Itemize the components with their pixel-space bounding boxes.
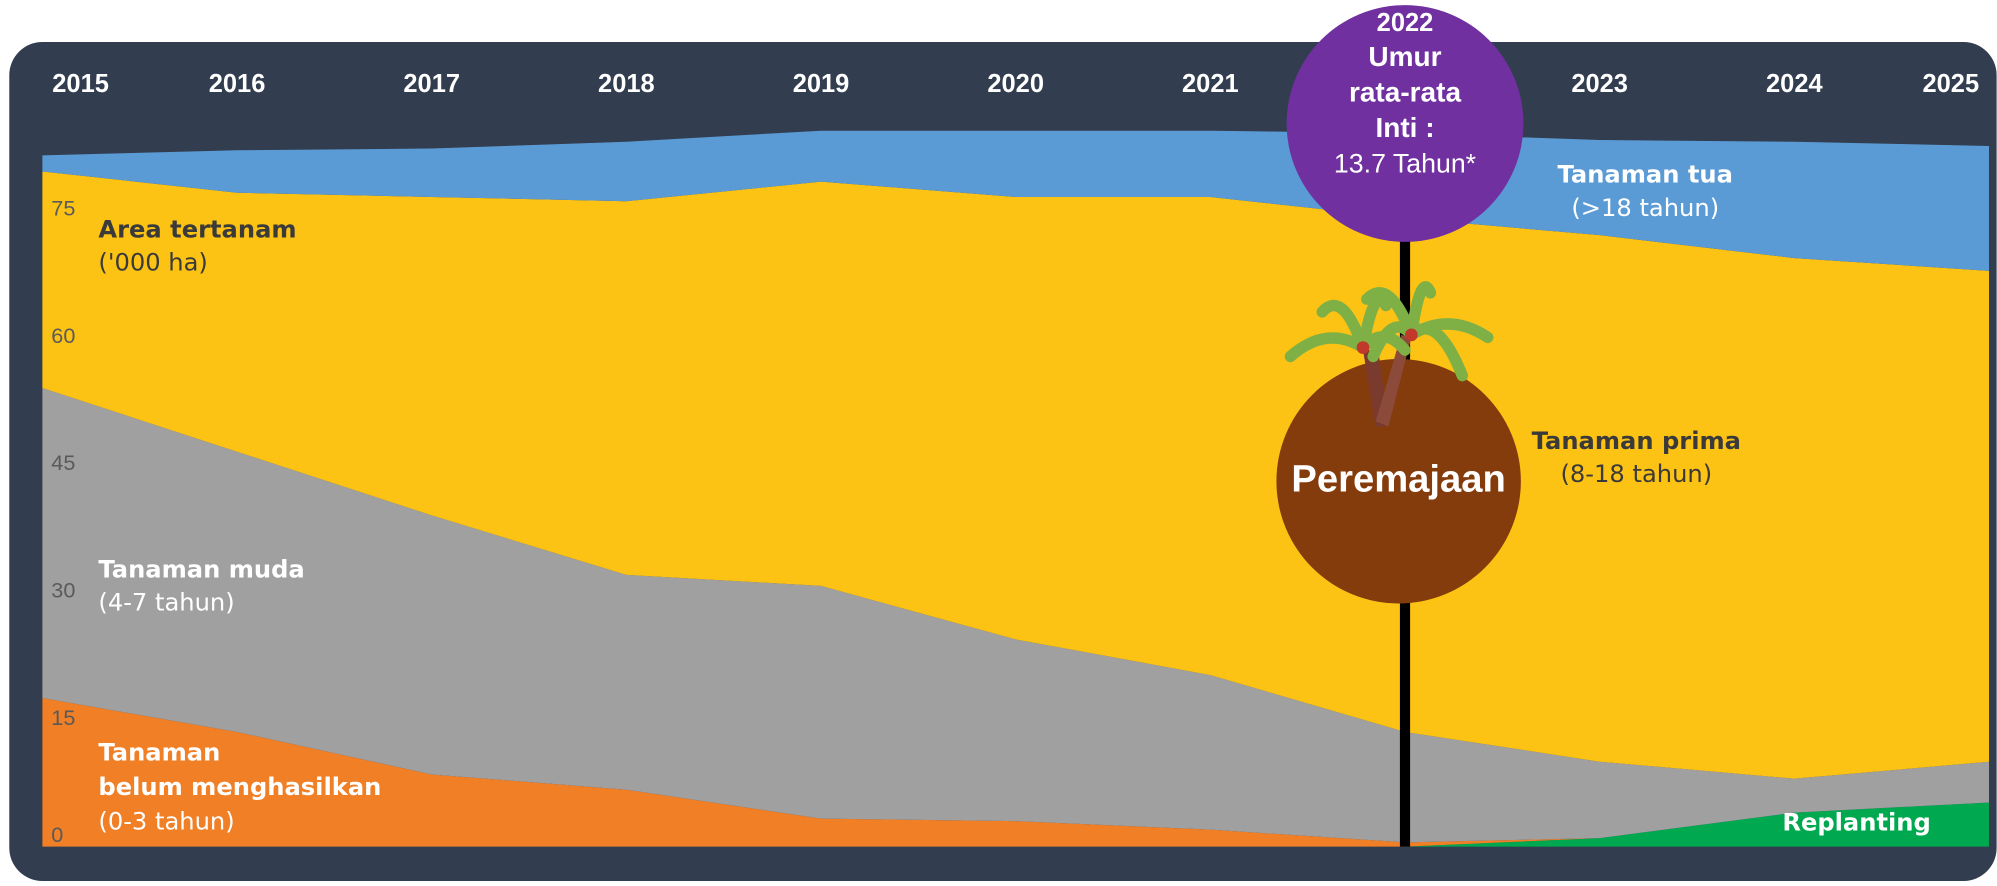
palm-fruit xyxy=(1357,341,1370,354)
series-label: Tanaman tua xyxy=(1558,161,1733,189)
x-tick-label: 2019 xyxy=(793,70,850,98)
x-tick-label: 2017 xyxy=(403,70,460,98)
age-value: 13.7 Tahun* xyxy=(1334,149,1476,179)
y-tick-label: 60 xyxy=(51,323,75,348)
age-text: rata-rata xyxy=(1349,77,1461,108)
series-label: Tanaman prima xyxy=(1532,427,1741,455)
y-axis-label: Area tertanam xyxy=(98,215,296,243)
age-text: Inti : xyxy=(1375,112,1434,143)
chart: 0 15 30 45 60 75 Area tertanam ('000 ha) Replant… xyxy=(0,0,1997,881)
series-range: (8-18 tahun) xyxy=(1561,460,1713,488)
x-tick-label: 2023 xyxy=(1571,70,1628,98)
x-tick-label: 2024 xyxy=(1766,70,1823,98)
series-range: (4-7 tahun) xyxy=(98,588,234,616)
series-range: (0-3 tahun) xyxy=(98,807,234,835)
y-tick-label: 0 xyxy=(51,822,63,847)
x-tick-label: 2025 xyxy=(1922,70,1979,98)
y-tick-label: 15 xyxy=(51,705,75,730)
plot-area: 0 15 30 45 60 75 Area tertanam ('000 ha) Replant… xyxy=(42,131,1989,847)
y-tick-label: 30 xyxy=(51,578,75,603)
y-tick-label: 75 xyxy=(51,195,75,220)
x-tick-label: 2016 xyxy=(209,70,266,98)
x-tick-label: 2015 xyxy=(52,70,109,98)
x-tick-label: 2022 xyxy=(1377,9,1434,37)
series-label: Replanting xyxy=(1782,809,1930,837)
x-tick-label: 2021 xyxy=(1182,70,1239,98)
x-tick-label: 2018 xyxy=(598,70,655,98)
x-tick-label: 2020 xyxy=(987,70,1044,98)
palm-fruit xyxy=(1405,328,1418,341)
replanting-text: Peremajaan xyxy=(1291,457,1505,500)
y-tick-label: 45 xyxy=(51,450,75,475)
y-axis-unit: ('000 ha) xyxy=(98,249,207,277)
series-range: (>18 tahun) xyxy=(1571,194,1719,222)
series-label: Tanaman muda xyxy=(98,555,304,583)
age-text: Umur xyxy=(1368,41,1441,72)
